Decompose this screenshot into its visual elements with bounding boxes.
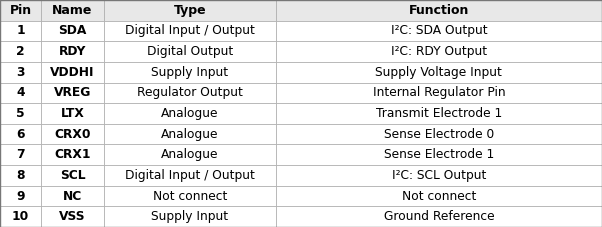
Bar <box>104 103 276 124</box>
Text: Supply Input: Supply Input <box>151 210 229 223</box>
Text: Analogue: Analogue <box>161 107 219 120</box>
Bar <box>276 206 602 227</box>
Text: 8: 8 <box>16 169 25 182</box>
Text: Sense Electrode 0: Sense Electrode 0 <box>383 128 494 141</box>
Bar <box>276 165 602 186</box>
Text: 6: 6 <box>16 128 25 141</box>
Bar <box>104 206 276 227</box>
Text: Digital Input / Output: Digital Input / Output <box>125 169 255 182</box>
Text: Regulator Output: Regulator Output <box>137 86 243 99</box>
Bar <box>41 62 104 83</box>
Bar <box>41 21 104 41</box>
Text: Digital Input / Output: Digital Input / Output <box>125 25 255 37</box>
Text: VSS: VSS <box>59 210 86 223</box>
Text: I²C: SDA Output: I²C: SDA Output <box>391 25 487 37</box>
Text: 1: 1 <box>16 25 25 37</box>
Bar <box>276 0 602 21</box>
Bar <box>276 124 602 144</box>
Text: Not connect: Not connect <box>153 190 227 202</box>
Bar <box>0 0 41 21</box>
Bar <box>41 186 104 206</box>
Bar <box>41 83 104 103</box>
Text: Ground Reference: Ground Reference <box>383 210 494 223</box>
Bar <box>0 144 41 165</box>
Text: VDDHI: VDDHI <box>51 66 95 79</box>
Bar <box>0 124 41 144</box>
Bar <box>276 21 602 41</box>
Text: I²C: RDY Output: I²C: RDY Output <box>391 45 487 58</box>
Bar <box>41 144 104 165</box>
Bar <box>41 0 104 21</box>
Text: Digital Output: Digital Output <box>147 45 233 58</box>
Text: I²C: SCL Output: I²C: SCL Output <box>392 169 486 182</box>
Bar <box>104 124 276 144</box>
Text: Function: Function <box>409 4 469 17</box>
Bar <box>0 165 41 186</box>
Text: VREG: VREG <box>54 86 92 99</box>
Text: 9: 9 <box>16 190 25 202</box>
Text: 5: 5 <box>16 107 25 120</box>
Text: Supply Input: Supply Input <box>151 66 229 79</box>
Bar <box>104 62 276 83</box>
Bar <box>0 186 41 206</box>
Text: CRX0: CRX0 <box>54 128 91 141</box>
Bar <box>0 41 41 62</box>
Bar <box>0 206 41 227</box>
Bar <box>276 83 602 103</box>
Bar <box>104 186 276 206</box>
Bar <box>41 124 104 144</box>
Bar <box>104 21 276 41</box>
Bar <box>276 144 602 165</box>
Text: Not connect: Not connect <box>402 190 476 202</box>
Text: 7: 7 <box>16 148 25 161</box>
Text: 3: 3 <box>16 66 25 79</box>
Bar <box>41 41 104 62</box>
Bar <box>0 83 41 103</box>
Text: Analogue: Analogue <box>161 148 219 161</box>
Text: Transmit Electrode 1: Transmit Electrode 1 <box>376 107 502 120</box>
Bar <box>104 165 276 186</box>
Text: 10: 10 <box>12 210 29 223</box>
Text: 2: 2 <box>16 45 25 58</box>
Text: NC: NC <box>63 190 82 202</box>
Text: LTX: LTX <box>61 107 84 120</box>
Bar <box>104 144 276 165</box>
Text: CRX1: CRX1 <box>54 148 91 161</box>
Bar <box>276 41 602 62</box>
Text: Pin: Pin <box>10 4 31 17</box>
Text: Type: Type <box>173 4 206 17</box>
Bar <box>0 103 41 124</box>
Text: Analogue: Analogue <box>161 128 219 141</box>
Bar <box>104 83 276 103</box>
Bar <box>276 62 602 83</box>
Bar <box>276 186 602 206</box>
Text: RDY: RDY <box>59 45 86 58</box>
Bar <box>41 103 104 124</box>
Bar <box>104 0 276 21</box>
Bar <box>41 165 104 186</box>
Bar <box>0 62 41 83</box>
Bar <box>104 41 276 62</box>
Text: Name: Name <box>52 4 93 17</box>
Text: 4: 4 <box>16 86 25 99</box>
Bar <box>276 103 602 124</box>
Bar <box>0 21 41 41</box>
Bar <box>41 206 104 227</box>
Text: SDA: SDA <box>58 25 87 37</box>
Text: Supply Voltage Input: Supply Voltage Input <box>376 66 502 79</box>
Text: Sense Electrode 1: Sense Electrode 1 <box>383 148 494 161</box>
Text: SCL: SCL <box>60 169 85 182</box>
Text: Internal Regulator Pin: Internal Regulator Pin <box>373 86 505 99</box>
